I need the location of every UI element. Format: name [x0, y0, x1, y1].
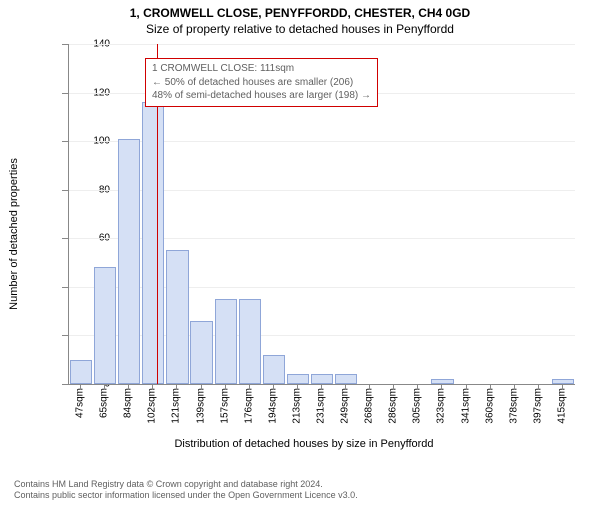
bar [311, 374, 333, 384]
x-tick-label: 397sqm [532, 388, 543, 424]
x-tick [249, 384, 250, 390]
x-tick-label: 341sqm [460, 388, 471, 424]
attribution-line-1: Contains HM Land Registry data © Crown c… [14, 479, 358, 491]
x-tick-label: 213sqm [291, 388, 302, 424]
bar [431, 379, 453, 384]
bar [287, 374, 309, 384]
x-tick-label: 84sqm [123, 388, 134, 418]
x-tick [297, 384, 298, 390]
x-tick [104, 384, 105, 390]
x-tick [80, 384, 81, 390]
bar [142, 102, 164, 384]
x-tick [490, 384, 491, 390]
plot-area: 1 CROMWELL CLOSE: 111sqm ← 50% of detach… [68, 44, 575, 385]
x-tick [152, 384, 153, 390]
x-tick [225, 384, 226, 390]
bar [190, 321, 212, 384]
x-tick-label: 286sqm [388, 388, 399, 424]
x-tick-label: 231sqm [316, 388, 327, 424]
x-tick-label: 415sqm [556, 388, 567, 424]
x-tick [514, 384, 515, 390]
page-subtitle: Size of property relative to detached ho… [0, 22, 600, 36]
x-tick [466, 384, 467, 390]
x-tick [128, 384, 129, 390]
x-tick [562, 384, 563, 390]
x-tick [369, 384, 370, 390]
x-tick-label: 249sqm [340, 388, 351, 424]
x-tick [441, 384, 442, 390]
x-tick [538, 384, 539, 390]
bar [94, 267, 116, 384]
attribution-block: Contains HM Land Registry data © Crown c… [14, 479, 358, 502]
x-tick-label: 47sqm [75, 388, 86, 418]
x-tick [321, 384, 322, 390]
x-tick-label: 378sqm [508, 388, 519, 424]
x-tick-label: 194sqm [267, 388, 278, 424]
bar [215, 299, 237, 384]
y-axis-label: Number of detached properties [8, 158, 20, 310]
x-tick-label: 65sqm [99, 388, 110, 418]
info-line-1: 1 CROMWELL CLOSE: 111sqm [152, 62, 371, 76]
bar [239, 299, 261, 384]
x-tick-label: 305sqm [412, 388, 423, 424]
bar [335, 374, 357, 384]
x-tick-label: 268sqm [364, 388, 375, 424]
x-tick-label: 157sqm [219, 388, 230, 424]
info-line-2: ← 50% of detached houses are smaller (20… [152, 76, 371, 90]
x-tick-label: 139sqm [195, 388, 206, 424]
chart-container: Number of detached properties 0204060801… [28, 44, 580, 424]
bar [70, 360, 92, 384]
x-tick-label: 323sqm [436, 388, 447, 424]
x-tick [201, 384, 202, 390]
info-line-3: 48% of semi-detached houses are larger (… [152, 89, 371, 103]
x-tick-label: 102sqm [147, 388, 158, 424]
bar [552, 379, 574, 384]
x-tick [417, 384, 418, 390]
bar [166, 250, 188, 384]
x-axis-title: Distribution of detached houses by size … [28, 438, 580, 450]
bar [118, 139, 140, 384]
bar [263, 355, 285, 384]
x-tick [393, 384, 394, 390]
x-tick-label: 360sqm [484, 388, 495, 424]
x-tick-label: 176sqm [243, 388, 254, 424]
attribution-line-2: Contains public sector information licen… [14, 490, 358, 502]
x-tick-label: 121sqm [171, 388, 182, 424]
x-tick [176, 384, 177, 390]
page-title: 1, CROMWELL CLOSE, PENYFFORDD, CHESTER, … [0, 6, 600, 20]
reference-info-box: 1 CROMWELL CLOSE: 111sqm ← 50% of detach… [145, 58, 378, 107]
x-tick [273, 384, 274, 390]
x-tick [345, 384, 346, 390]
